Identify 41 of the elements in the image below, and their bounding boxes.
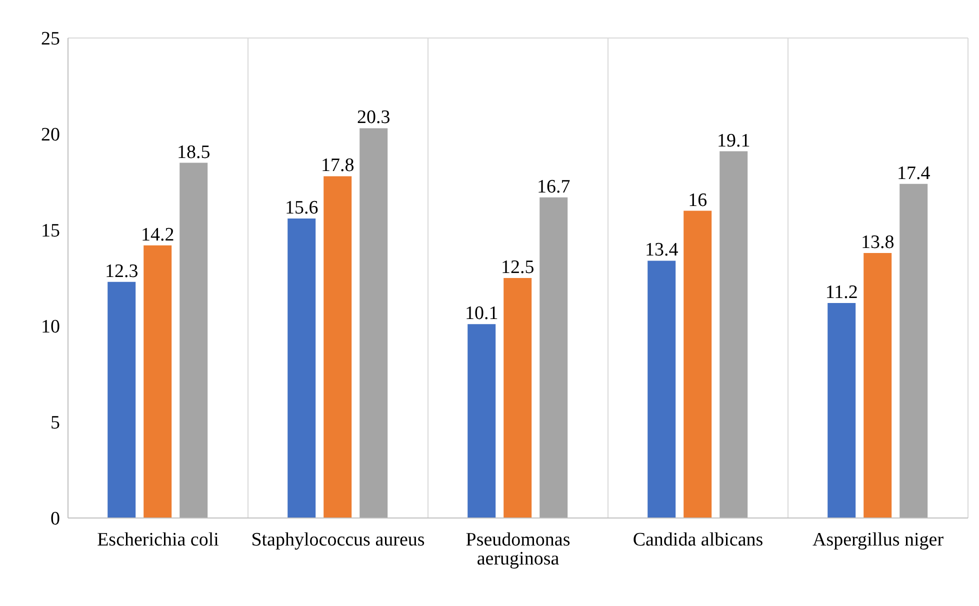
- data-label: 13.8: [860, 232, 894, 254]
- data-label: 16.7: [536, 176, 570, 198]
- bar: [288, 218, 316, 518]
- data-label: 10.1: [464, 303, 498, 324]
- data-label: 12.5: [500, 257, 534, 278]
- data-label: 17.4: [896, 162, 931, 184]
- x-tick-label: Escherichia coli: [97, 529, 219, 550]
- bar: [504, 278, 532, 518]
- bar: [864, 253, 892, 518]
- bar: [360, 128, 388, 518]
- bar: [108, 282, 136, 518]
- data-label: 14.2: [140, 224, 174, 246]
- y-tick-label: 10: [41, 316, 60, 338]
- bar: [684, 210, 712, 518]
- data-label: 16: [688, 190, 708, 211]
- data-label: 12.3: [104, 260, 138, 282]
- data-label: 18.5: [176, 142, 210, 163]
- y-tick-label: 15: [41, 220, 60, 242]
- bar: [720, 151, 748, 518]
- bar: [648, 260, 676, 518]
- bar: [900, 184, 928, 518]
- y-tick-label: 25: [41, 28, 60, 50]
- data-label: 13.4: [644, 240, 679, 261]
- data-label: 20.3: [356, 107, 390, 128]
- data-label: 19.1: [716, 130, 750, 152]
- x-tick-label: Candida albicans: [632, 529, 764, 550]
- bar: [828, 302, 856, 518]
- bar: [144, 245, 172, 518]
- y-tick-label: 0: [50, 508, 60, 530]
- bar: [180, 162, 208, 518]
- y-tick-label: 5: [50, 412, 60, 434]
- data-label: 17.8: [320, 155, 354, 176]
- x-tick-label: Staphylococcus aureus: [251, 529, 425, 550]
- x-tick-label: Aspergillus niger: [812, 529, 944, 550]
- data-label: 11.2: [825, 282, 858, 303]
- bar: [540, 197, 568, 518]
- bar: [468, 324, 496, 518]
- x-tick-label: Pseudomonas aeruginosa: [466, 529, 570, 570]
- data-label: 15.6: [284, 197, 318, 218]
- y-tick-label: 20: [41, 124, 60, 146]
- bar: [324, 176, 352, 518]
